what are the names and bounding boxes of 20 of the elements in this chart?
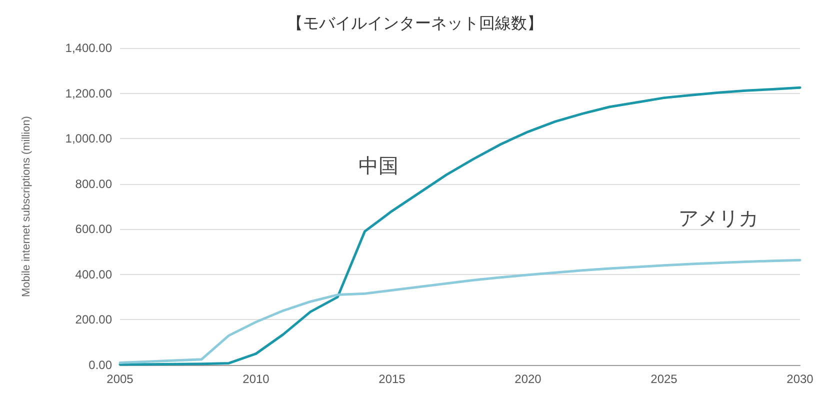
y-tick-label: 800.00	[75, 176, 112, 191]
series-label: アメリカ	[678, 206, 758, 230]
y-tick-label: 1,000.00	[65, 132, 112, 146]
line-series	[118, 258, 802, 364]
y-tick-label: 0.00	[88, 358, 112, 372]
y-tick-label: 1,400.00	[65, 41, 112, 55]
y-tick-label: 1,200.00	[65, 86, 112, 100]
x-tick-label: 2005	[106, 372, 134, 386]
y-tick-label: 600.00	[75, 222, 112, 236]
x-tick-label: 2010	[242, 372, 270, 386]
x-tick-label: 2020	[514, 372, 542, 386]
x-tick-label: 2015	[378, 372, 406, 386]
chart-title: 【モバイルインターネット回線数】	[287, 14, 543, 32]
x-tick-label: 2030	[786, 372, 814, 386]
line-series	[118, 86, 802, 366]
y-tick-label: 400.00	[75, 267, 112, 282]
x-tick-label: 2025	[650, 372, 678, 386]
y-tick-label: 200.00	[75, 312, 112, 327]
series-label: 中国	[358, 154, 398, 178]
y-axis-title: Mobile internet subscriptions (million)	[20, 116, 32, 297]
